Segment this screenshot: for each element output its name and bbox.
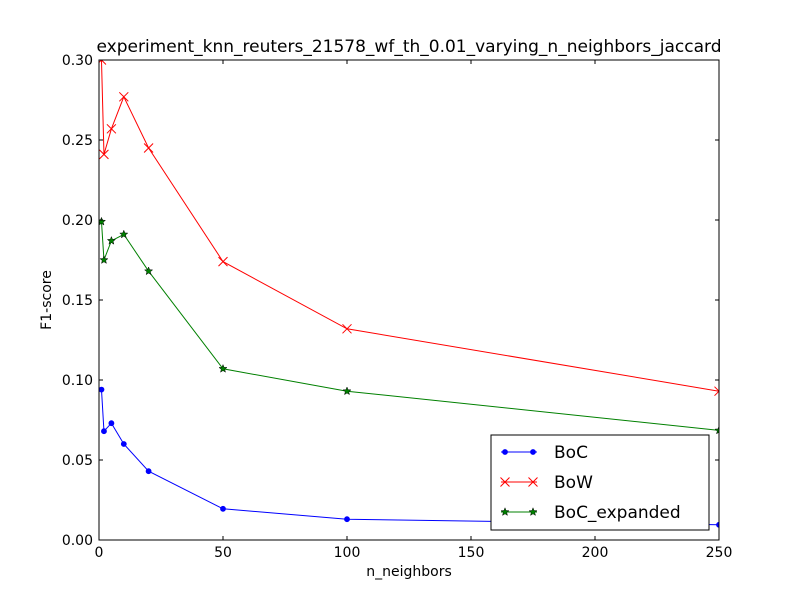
data-point-BoW-0 (99, 60, 107, 65)
legend-label-BoC: BoC (554, 443, 588, 463)
data-point-BoC_expanded-5 (218, 363, 228, 373)
legend-marker-BoW (500, 477, 510, 487)
data-point-BoC-6 (344, 516, 350, 523)
data-point-BoC-0 (99, 386, 105, 393)
legend-label-BoW: BoW (554, 473, 593, 493)
data-point-BoW-6 (342, 323, 352, 334)
data-point-BoW-4 (143, 143, 154, 153)
data-point-BoW-1 (99, 149, 109, 160)
data-point-BoC-3 (120, 441, 127, 447)
data-point-BoW-3 (118, 91, 129, 102)
x-axis-label: n_neighbors (366, 564, 452, 580)
data-point-BoC_expanded-7 (714, 425, 719, 435)
data-point-BoC-2 (108, 420, 115, 427)
y-tick-label: 0.00 (62, 533, 93, 549)
data-point-BoC-1 (101, 428, 107, 435)
data-point-BoC_expanded-1 (99, 255, 109, 264)
y-tick-label: 0.05 (62, 453, 93, 469)
data-point-BoW-5 (218, 256, 228, 267)
y-axis-label: F1-score (39, 270, 55, 330)
data-point-BoC-5 (220, 505, 226, 512)
x-tick-label: 50 (214, 545, 232, 561)
data-point-BoC_expanded-2 (106, 235, 117, 245)
chart-title: experiment_knn_reuters_21578_wf_th_0.01_… (97, 37, 722, 57)
data-point-BoC_expanded-6 (342, 386, 352, 396)
x-tick-label: 200 (582, 545, 609, 561)
legend: BoC BoW BoC_expanded (490, 434, 710, 531)
series-layer (99, 60, 719, 528)
series-line-BoC_expanded (100, 221, 719, 431)
legend-marker-BoC_expanded (528, 507, 538, 516)
series-line-BoW (100, 60, 719, 392)
data-point-BoC_expanded-4 (143, 266, 154, 276)
data-point-BoC_expanded-3 (119, 229, 129, 239)
data-point-BoW-2 (106, 123, 117, 134)
legend-label-BoC_expanded: BoC_expanded (554, 503, 681, 523)
y-tick-label: 0.30 (62, 53, 93, 69)
plot-area: 0 50 100 150 200 250 0.00 0.05 0.10 0.15 0.20 0.25 0… (62, 53, 733, 561)
x-tick-label: 150 (458, 545, 485, 561)
legend-marker-BoC (530, 449, 536, 455)
y-tick-label: 0.15 (62, 293, 93, 309)
legend-marker-BoW (528, 477, 538, 487)
y-tick-label: 0.20 (62, 213, 93, 229)
x-tick-label: 250 (706, 545, 733, 561)
legend-marker-BoC_expanded (500, 507, 510, 516)
x-tick-label: 100 (334, 545, 361, 561)
legend-marker-BoC (502, 449, 508, 455)
y-tick-label: 0.10 (62, 373, 93, 389)
data-point-BoC-4 (145, 468, 152, 475)
data-point-BoW-7 (714, 386, 719, 397)
data-point-BoC_expanded-0 (99, 216, 107, 226)
x-tick-label: 0 (95, 545, 104, 561)
y-tick-label: 0.25 (62, 133, 93, 149)
